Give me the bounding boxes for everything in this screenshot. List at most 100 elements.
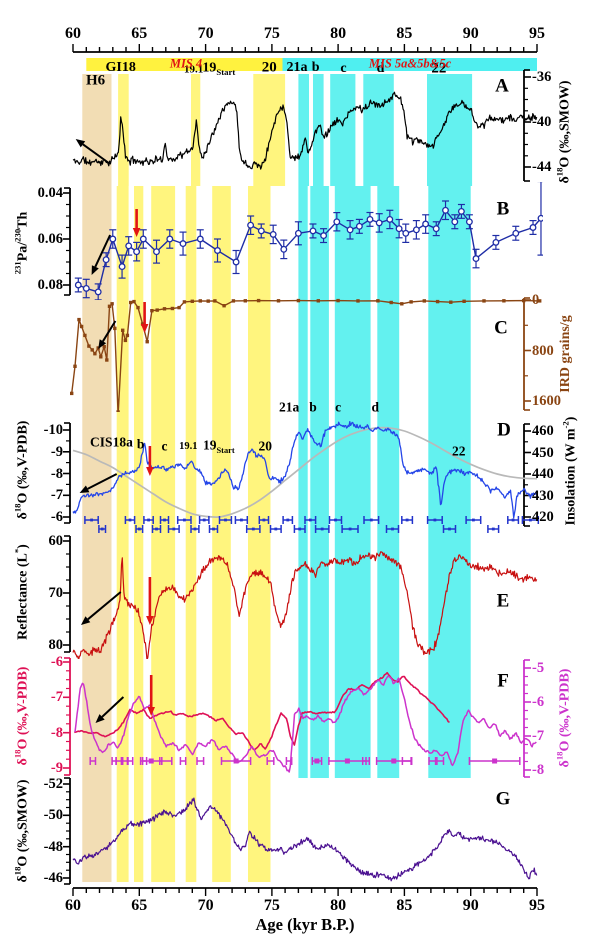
- data-point-circle: [139, 235, 147, 243]
- yellow-correlation-band: [212, 778, 231, 882]
- yellow-correlation-band: [248, 778, 271, 882]
- data-point-circle: [395, 225, 403, 233]
- yellow-correlation-band: [248, 186, 271, 778]
- age-tie-marker: [155, 527, 158, 531]
- data-point-circle: [309, 227, 317, 235]
- data-point-circle: [166, 235, 174, 243]
- black-arrow-f-head: [95, 714, 105, 723]
- mis-bar-segment-0: [86, 58, 283, 71]
- yellow-correlation-band: [151, 778, 176, 882]
- data-point-circle: [451, 218, 459, 226]
- black-arrow-e-head: [81, 616, 91, 625]
- age-tie-marker: [298, 527, 302, 531]
- yellow-correlation-band: [134, 186, 144, 778]
- data-point-square: [182, 300, 187, 304]
- cyan-correlation-band: [298, 74, 309, 186]
- series-ice-d18O-smow: [72, 797, 538, 882]
- data-point-circle: [412, 226, 420, 234]
- data-point-circle: [320, 232, 328, 240]
- age-tie-marker: [262, 518, 266, 522]
- black-arrow-a-head: [75, 139, 86, 148]
- yellow-correlation-band: [253, 74, 286, 186]
- data-point-circle: [537, 214, 543, 222]
- data-point-circle: [422, 220, 430, 228]
- data-point-square: [70, 391, 74, 396]
- data-point-square: [177, 305, 181, 310]
- data-point-square: [170, 306, 175, 311]
- data-point-circle: [402, 229, 410, 237]
- age-tie-marker: [100, 527, 104, 531]
- age-tie-marker: [251, 527, 255, 531]
- black-arrow-c: [102, 320, 117, 342]
- data-point-square: [400, 302, 404, 306]
- data-point-square: [316, 299, 320, 303]
- data-point-circle: [457, 207, 465, 215]
- data-point-square: [150, 309, 154, 313]
- data-point-square: [107, 304, 112, 308]
- data-point-circle: [179, 240, 187, 248]
- data-point-circle: [465, 218, 473, 226]
- age-tie-marker: [212, 527, 215, 531]
- data-point-circle: [366, 215, 374, 223]
- data-point-circle: [280, 245, 288, 253]
- black-arrow-a: [82, 143, 110, 164]
- cyan-correlation-band: [334, 186, 371, 778]
- data-point-square: [99, 355, 103, 359]
- data-point-circle: [472, 255, 480, 263]
- black-arrow-b: [94, 234, 112, 268]
- age-tie-marker: [369, 518, 373, 522]
- data-point-square: [123, 338, 128, 343]
- data-point-square: [93, 352, 97, 356]
- data-point-circle: [386, 215, 394, 223]
- age-tie-marker: [274, 527, 278, 531]
- data-point-circle: [442, 206, 449, 214]
- data-point-circle: [375, 219, 383, 227]
- data-point-circle: [247, 221, 255, 229]
- mis-bar-segment-1: [282, 58, 537, 71]
- age-tie-marker: [334, 518, 337, 522]
- data-point-square: [222, 304, 226, 308]
- data-point-circle: [94, 288, 102, 296]
- data-point-square: [90, 348, 94, 352]
- age-tie-marker: [90, 518, 93, 522]
- data-point-square: [213, 299, 217, 303]
- age-tie-marker: [491, 527, 495, 531]
- data-point-square: [435, 299, 440, 304]
- yellow-correlation-band: [134, 778, 144, 882]
- age-tie-marker: [163, 518, 166, 522]
- red-arrow-b-head: [132, 228, 141, 237]
- data-point-square: [243, 299, 247, 303]
- data-point-square: [77, 317, 81, 322]
- panel-C-series-group: [70, 298, 542, 412]
- cyan-correlation-band: [310, 186, 329, 778]
- data-point-square: [73, 364, 77, 368]
- age-tie-marker: [405, 518, 409, 522]
- data-point-square: [125, 333, 130, 338]
- black-arrow-b-head: [91, 265, 99, 275]
- data-point-square: [145, 340, 149, 344]
- age-tie-marker: [147, 518, 150, 522]
- data-point-square: [336, 298, 340, 303]
- age-tie-marker: [320, 527, 324, 531]
- cyan-correlation-band: [313, 74, 324, 186]
- data-point-circle: [355, 222, 363, 230]
- age-tie-marker: [286, 518, 290, 522]
- data-point-square: [276, 299, 281, 303]
- mis4-stage-label: MIS 4: [169, 56, 203, 71]
- panel-B-series-group: [74, 182, 543, 300]
- cyan-correlation-band: [428, 186, 471, 778]
- age-error-marker: [148, 758, 154, 764]
- red-arrow-c-head: [140, 324, 149, 333]
- mis5-stage-label: MIS 5a&5b&5c: [368, 56, 452, 71]
- tan-correlation-band: [82, 186, 112, 778]
- data-point-square: [389, 300, 393, 305]
- data-point-square: [422, 299, 426, 303]
- data-point-circle: [333, 218, 341, 226]
- data-point-circle: [82, 284, 90, 292]
- age-tie-marker: [240, 518, 243, 522]
- panel-E-series-group: [72, 551, 538, 659]
- data-point-square: [296, 298, 301, 303]
- black-arrow-d-head: [79, 485, 90, 493]
- data-point-square: [79, 324, 84, 329]
